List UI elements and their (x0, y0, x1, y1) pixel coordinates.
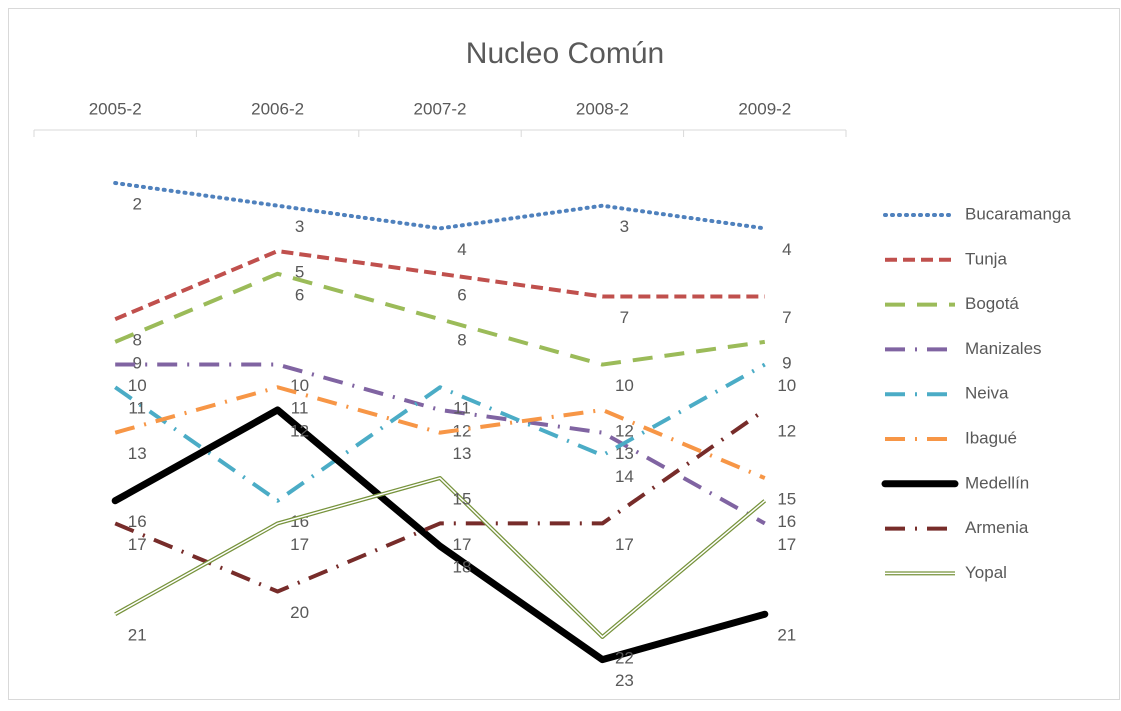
legend-label: Bogotá (965, 294, 1019, 313)
chart-title: Nucleo Común (466, 37, 664, 70)
data-label: 13 (128, 444, 147, 463)
data-label: 10 (777, 376, 796, 395)
chart-border (8, 8, 1120, 700)
legend-label: Armenia (965, 518, 1029, 537)
data-label: 7 (782, 308, 791, 327)
legend-label: Medellín (965, 473, 1029, 492)
legend-label: Manizales (965, 339, 1042, 358)
series-line (113, 180, 767, 231)
data-label: 10 (615, 376, 634, 395)
data-label: 15 (777, 490, 796, 509)
data-label: 16 (777, 512, 796, 531)
series-line (114, 385, 766, 480)
x-tick-label: 2008-2 (576, 99, 629, 118)
data-label: 2 (132, 194, 141, 213)
series-line (111, 406, 769, 664)
data-label: 18 (453, 558, 472, 577)
x-tick-label: 2009-2 (738, 99, 791, 118)
data-label: 11 (128, 399, 146, 418)
data-label: 22 (615, 648, 634, 667)
data-label: 11 (291, 399, 309, 418)
data-label: 4 (457, 240, 466, 259)
x-tick-label: 2006-2 (251, 99, 304, 118)
series-line (114, 408, 766, 594)
data-label: 15 (453, 490, 472, 509)
series-line (114, 362, 766, 503)
data-label: 13 (615, 444, 634, 463)
data-label: 21 (777, 626, 796, 645)
data-label: 4 (782, 240, 791, 259)
data-label: 12 (290, 421, 309, 440)
data-label: 9 (782, 353, 791, 372)
data-label: 5 (295, 263, 304, 282)
data-label: 10 (128, 376, 147, 395)
data-label: 8 (457, 331, 466, 350)
data-label: 3 (295, 217, 304, 236)
data-label: 12 (777, 421, 796, 440)
data-label: 16 (128, 512, 147, 531)
data-label: 3 (620, 217, 629, 236)
legend-label: Bucaramanga (965, 204, 1071, 223)
data-label: 14 (615, 467, 634, 486)
series-line-inner (114, 477, 766, 638)
x-tick-label: 2005-2 (89, 99, 142, 118)
legend-label: Neiva (965, 384, 1009, 403)
data-label: 11 (453, 399, 471, 418)
data-label: 13 (453, 444, 472, 463)
data-label: 6 (457, 285, 466, 304)
data-label: 17 (128, 535, 147, 554)
data-label: 17 (453, 535, 472, 554)
data-label: 20 (290, 603, 309, 622)
data-label: 12 (615, 421, 634, 440)
data-label: 21 (128, 626, 147, 645)
data-label: 12 (453, 421, 472, 440)
series-line (115, 362, 766, 526)
data-label: 6 (295, 285, 304, 304)
data-label: 17 (777, 535, 796, 554)
data-label: 23 (615, 671, 634, 690)
data-label: 8 (132, 331, 141, 350)
data-label: 17 (615, 535, 634, 554)
data-label: 9 (132, 353, 141, 372)
data-label: 7 (620, 308, 629, 327)
legend-label: Tunja (965, 249, 1007, 268)
legend-label: Yopal (965, 563, 1007, 582)
series-line (114, 249, 765, 322)
x-tick-label: 2007-2 (414, 99, 467, 118)
data-label: 17 (290, 535, 309, 554)
legend-label: Ibagué (965, 428, 1017, 447)
